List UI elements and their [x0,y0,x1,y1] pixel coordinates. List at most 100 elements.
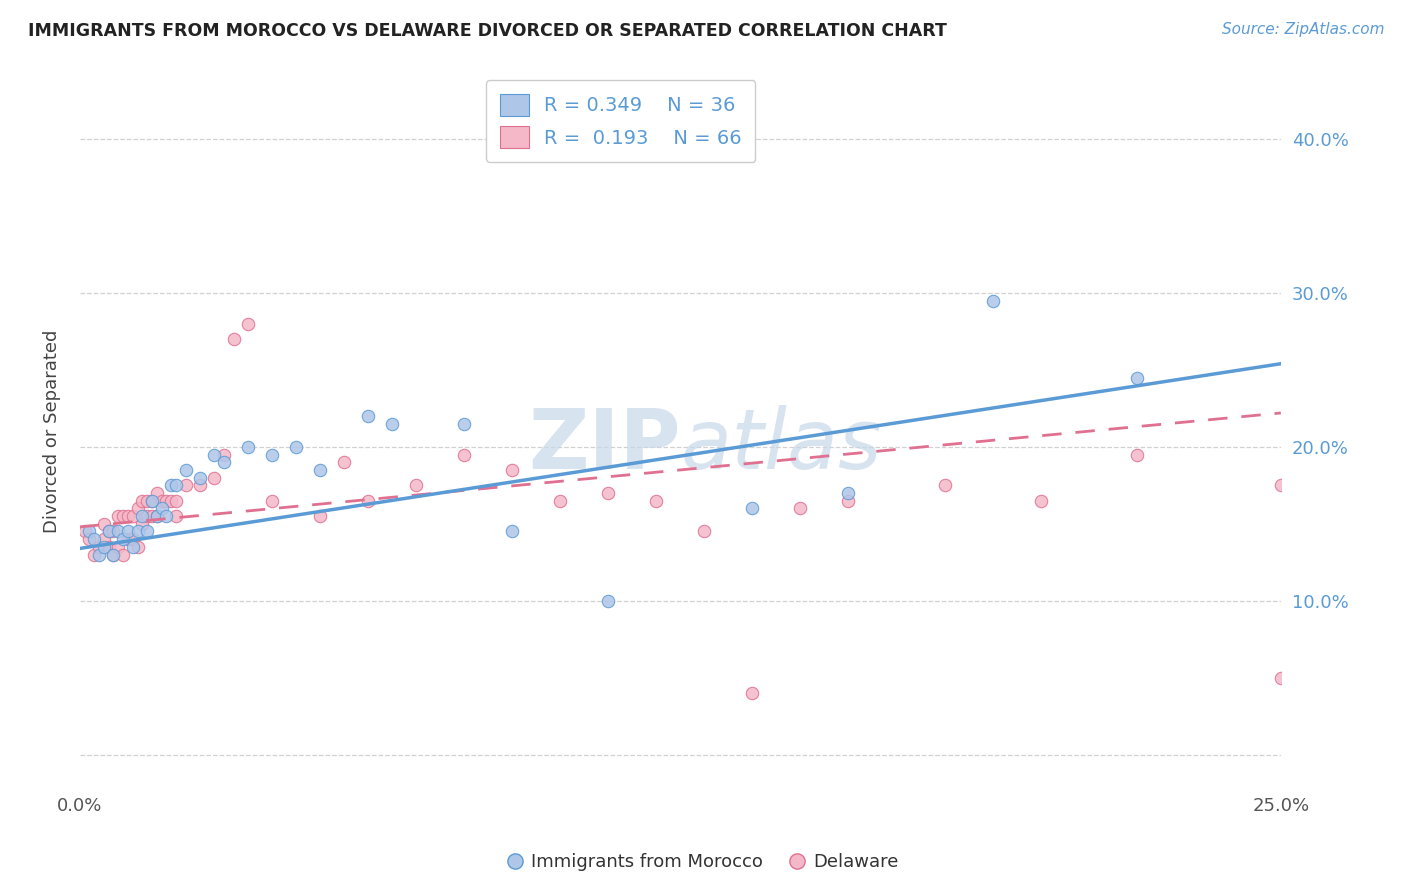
Point [136,509,159,524]
Point [357,409,380,423]
Point [112,532,135,546]
Point [548,493,571,508]
Point [165,478,187,492]
Point [87,540,110,554]
Point [103,524,125,539]
Point [236,440,259,454]
Point [79,524,101,539]
Point [598,486,620,500]
Point [141,509,163,524]
Point [141,493,163,508]
Point [117,532,139,546]
Point [73,524,96,539]
Point [150,493,173,508]
Point [103,548,125,562]
Point [83,548,105,562]
Point [107,524,129,539]
Point [1270,671,1292,685]
Point [1029,493,1052,508]
Point [357,493,380,508]
Point [645,493,668,508]
Point [405,478,427,492]
Point [107,509,129,524]
Text: atlas: atlas [681,405,882,486]
Point [260,493,283,508]
Point [741,686,763,700]
Point [127,501,149,516]
Point [136,524,159,539]
Legend: Immigrants from Morocco, Delaware: Immigrants from Morocco, Delaware [501,847,905,879]
Point [131,493,153,508]
Point [150,501,173,516]
Point [174,478,197,492]
Point [260,448,283,462]
Point [97,524,120,539]
Point [165,509,187,524]
Point [381,417,404,431]
Point [1125,448,1147,462]
Point [309,463,332,477]
Text: IMMIGRANTS FROM MOROCCO VS DELAWARE DIVORCED OR SEPARATED CORRELATION CHART: IMMIGRANTS FROM MOROCCO VS DELAWARE DIVO… [28,22,948,40]
Point [453,448,475,462]
Point [121,509,143,524]
Point [79,532,101,546]
Point [145,486,167,500]
Point [222,332,245,346]
Point [212,448,235,462]
Point [117,509,139,524]
Point [145,509,167,524]
Point [103,548,125,562]
Point [202,470,225,484]
Point [333,455,356,469]
Point [202,448,225,462]
Point [97,540,120,554]
Point [837,486,859,500]
Point [837,493,859,508]
Point [107,540,129,554]
Point [155,509,177,524]
Point [131,516,153,531]
Point [285,440,308,454]
Point [93,532,115,546]
Point [165,493,187,508]
Point [160,493,183,508]
Point [87,548,110,562]
Point [155,493,177,508]
Point [188,478,211,492]
Point [121,540,143,554]
Point [453,417,475,431]
Point [121,532,143,546]
Point [174,463,197,477]
Point [598,593,620,607]
Y-axis label: Divorced or Separated: Divorced or Separated [44,330,60,533]
Point [127,540,149,554]
Text: Source: ZipAtlas.com: Source: ZipAtlas.com [1222,22,1385,37]
Point [93,516,115,531]
Point [741,501,763,516]
Legend: R = 0.349    N = 36, R =  0.193    N = 66: R = 0.349 N = 36, R = 0.193 N = 66 [486,80,755,162]
Point [112,509,135,524]
Point [236,317,259,331]
Point [309,509,332,524]
Point [1270,478,1292,492]
Point [160,478,183,492]
Point [131,509,153,524]
Point [97,524,120,539]
Point [501,463,523,477]
Point [693,524,716,539]
Point [981,293,1004,308]
Point [789,501,811,516]
Point [501,524,523,539]
Point [127,524,149,539]
Point [141,493,163,508]
Point [83,532,105,546]
Point [934,478,956,492]
Point [145,509,167,524]
Point [136,493,159,508]
Point [212,455,235,469]
Text: ZIP: ZIP [527,405,681,486]
Point [93,540,115,554]
Point [188,470,211,484]
Point [117,524,139,539]
Point [112,548,135,562]
